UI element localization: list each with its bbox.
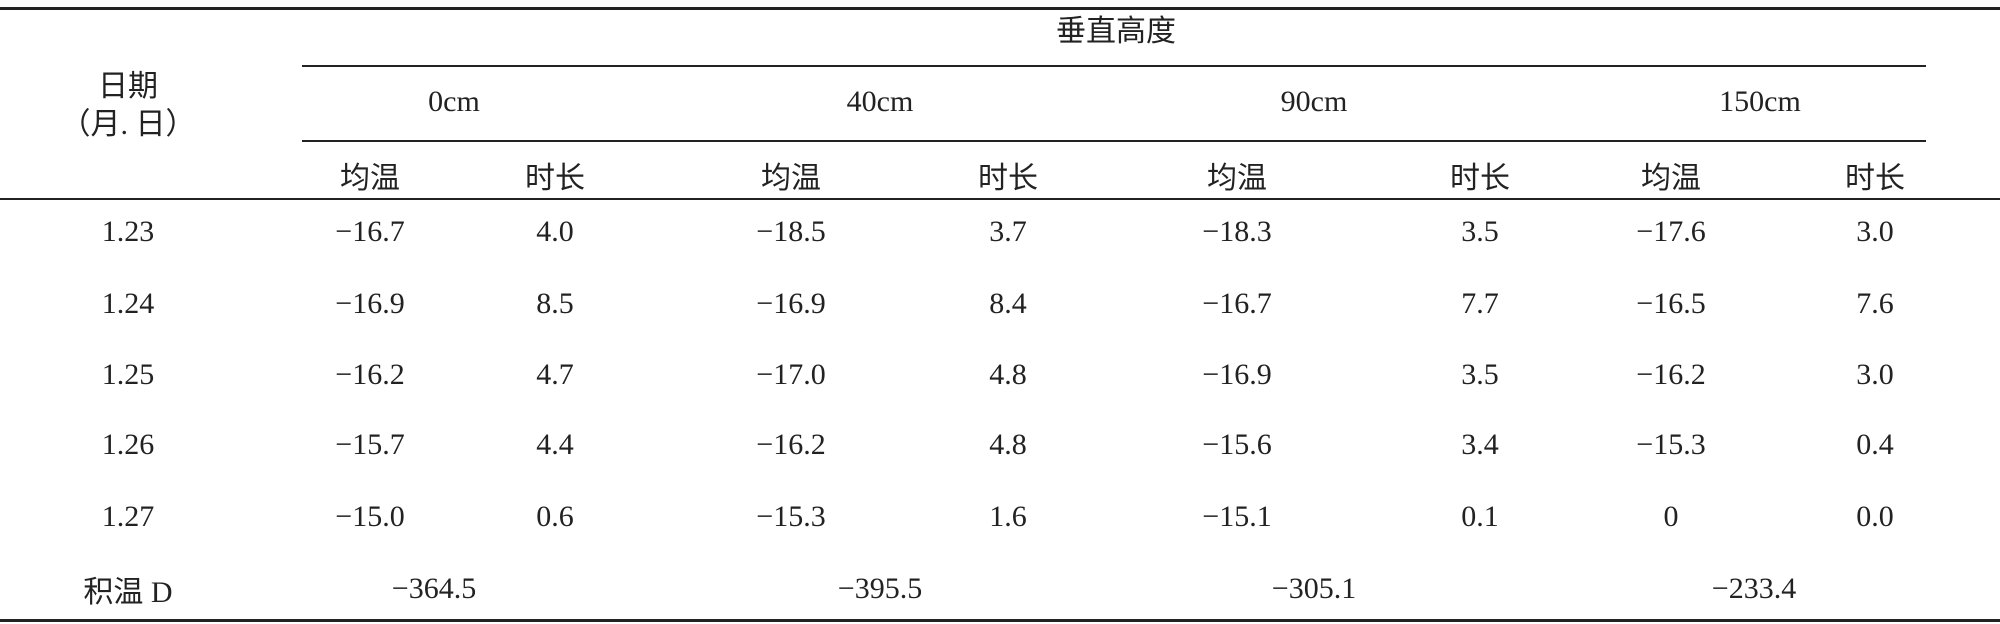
height-header: 40cm: [846, 85, 914, 118]
value-cell: −16.7: [335, 215, 405, 248]
value-cell: −16.2: [335, 358, 405, 391]
subcolumn-header: 均温: [1207, 162, 1267, 195]
height-header: 150cm: [1719, 85, 1801, 118]
value-cell: −15.6: [1202, 428, 1272, 461]
subcolumn-header: 时长: [1845, 162, 1905, 195]
value-cell: −15.3: [1636, 428, 1706, 461]
value-cell: 3.0: [1856, 215, 1894, 248]
value-cell: −15.1: [1202, 500, 1272, 533]
value-cell: 0.4: [1856, 428, 1894, 461]
height-rule: [302, 140, 1926, 142]
value-cell: 7.6: [1856, 287, 1894, 320]
value-cell: −15.0: [335, 500, 405, 533]
subcolumn-header: 时长: [978, 162, 1038, 195]
bottom-rule: [0, 619, 2000, 622]
value-cell: −15.3: [756, 500, 826, 533]
footer-label: 积温 D: [83, 576, 173, 609]
value-cell: 1.6: [989, 500, 1027, 533]
height-header: 90cm: [1280, 85, 1348, 118]
value-cell: 3.4: [1461, 428, 1499, 461]
date-cell: 1.26: [101, 428, 155, 461]
subcolumn-header: 均温: [1641, 162, 1701, 195]
value-cell: 3.0: [1856, 358, 1894, 391]
value-cell: −16.9: [1202, 358, 1272, 391]
value-cell: −17.6: [1636, 215, 1706, 248]
value-cell: 8.4: [989, 287, 1027, 320]
value-cell: 4.8: [989, 428, 1027, 461]
value-cell: −18.3: [1202, 215, 1272, 248]
value-cell: 3.5: [1461, 358, 1499, 391]
value-cell: 7.7: [1461, 287, 1499, 320]
header-rule: [0, 198, 2000, 200]
group-rule: [302, 65, 1926, 67]
value-cell: −16.2: [1636, 358, 1706, 391]
footer-value: −395.5: [837, 572, 923, 605]
date-cell: 1.25: [101, 358, 155, 391]
subcolumn-header: 时长: [525, 162, 585, 195]
value-cell: 4.7: [536, 358, 574, 391]
value-cell: −16.9: [335, 287, 405, 320]
value-cell: −17.0: [756, 358, 826, 391]
value-cell: 0.1: [1461, 500, 1499, 533]
value-cell: 8.5: [536, 287, 574, 320]
subcolumn-header: 均温: [761, 162, 821, 195]
value-cell: 0: [1663, 500, 1679, 533]
date-cell: 1.23: [101, 215, 155, 248]
value-cell: −16.2: [756, 428, 826, 461]
footer-value: −233.4: [1711, 572, 1797, 605]
value-cell: 0.6: [536, 500, 574, 533]
date-cell: 1.27: [101, 500, 155, 533]
subcolumn-header: 时长: [1450, 162, 1510, 195]
group-header: 垂直高度: [1056, 15, 1176, 48]
top-rule: [0, 7, 2000, 10]
value-cell: 3.5: [1461, 215, 1499, 248]
subcolumn-header: 均温: [340, 162, 400, 195]
footer-value: −364.5: [391, 572, 477, 605]
value-cell: 4.0: [536, 215, 574, 248]
height-header: 0cm: [428, 85, 480, 118]
value-cell: −15.7: [335, 428, 405, 461]
value-cell: 3.7: [989, 215, 1027, 248]
date-cell: 1.24: [101, 287, 155, 320]
value-cell: 4.8: [989, 358, 1027, 391]
value-cell: −16.5: [1636, 287, 1706, 320]
footer-value: −305.1: [1271, 572, 1357, 605]
date-header: 日期: [98, 70, 158, 103]
date-subheader: （月. 日）: [60, 108, 196, 141]
value-cell: −18.5: [756, 215, 826, 248]
value-cell: 4.4: [536, 428, 574, 461]
value-cell: −16.9: [756, 287, 826, 320]
value-cell: −16.7: [1202, 287, 1272, 320]
value-cell: 0.0: [1856, 500, 1894, 533]
